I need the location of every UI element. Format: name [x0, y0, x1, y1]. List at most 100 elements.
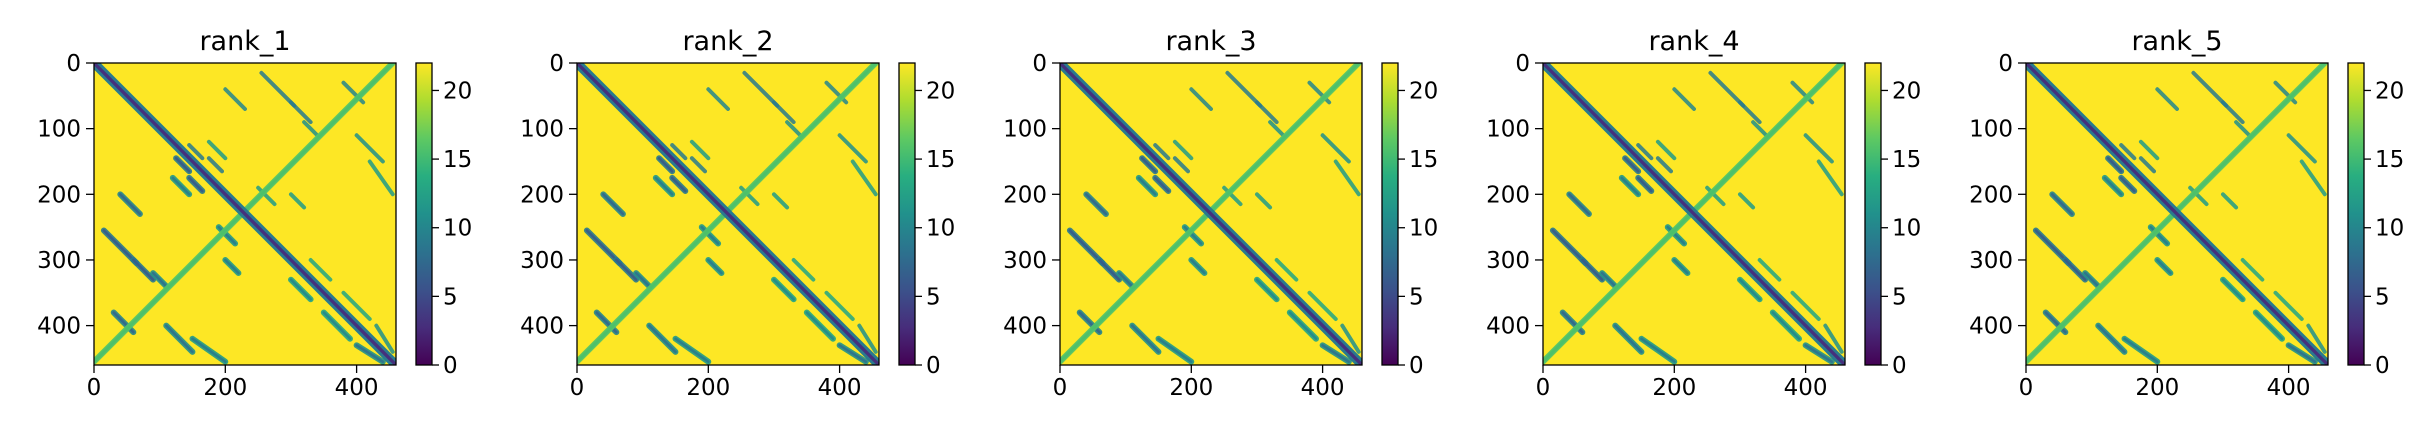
- contact-feature: [1581, 258, 1604, 281]
- y-tick-label: 300: [1003, 248, 1047, 274]
- y-tick-label: 200: [520, 182, 564, 208]
- contact-feature-mirror: [1189, 87, 1213, 111]
- diagonal-line: [94, 63, 396, 365]
- contact-feature-mirror: [2286, 133, 2317, 164]
- panel-title: rank_1: [199, 26, 290, 57]
- colorbar-tick-label: 0: [2375, 353, 2390, 379]
- y-tick-label: 400: [1969, 314, 2013, 340]
- y-tick-label: 400: [1003, 314, 1047, 340]
- contact-feature: [1157, 337, 1193, 364]
- contact-feature-mirror: [850, 159, 878, 197]
- x-tick-label: 0: [1536, 375, 1551, 401]
- heatmap-panel: rank_3 0 200 400 0 100 200 300 400 0 5 10 15 20: [1003, 26, 1438, 401]
- contact-feature: [1623, 156, 1640, 173]
- heatmap-image: [1060, 63, 1362, 365]
- contact-feature: [1804, 343, 1834, 364]
- contact-feature-mirror: [742, 70, 780, 108]
- x-tick-label: 0: [87, 375, 102, 401]
- contact-feature-mirror: [1705, 185, 1726, 207]
- contact-feature-mirror: [791, 257, 816, 282]
- contact-feature-mirror: [1751, 120, 1769, 138]
- contact-feature: [2287, 343, 2317, 364]
- y-tick-label: 300: [520, 248, 564, 274]
- contact-feature: [118, 192, 142, 216]
- contact-feature-mirror: [2220, 100, 2245, 125]
- contact-feature-mirror: [1274, 257, 1299, 282]
- contact-feature-mirror: [771, 192, 790, 210]
- contact-feature-mirror: [2138, 156, 2156, 174]
- x-tick-label: 400: [818, 375, 862, 401]
- contact-feature-mirror: [1222, 185, 1243, 207]
- x-tick-label: 0: [1053, 375, 1068, 401]
- contact-feature-mirror: [837, 133, 868, 164]
- y-tick-label: 0: [66, 51, 81, 77]
- contact-feature-mirror: [1333, 159, 1361, 197]
- contact-feature-mirror: [1757, 257, 1782, 282]
- contact-feature-mirror: [1340, 323, 1361, 354]
- colorbar: [1382, 63, 1398, 365]
- contact-feature-mirror: [1320, 133, 1351, 164]
- axes-frame: [576, 62, 880, 366]
- axes-frame: [1059, 62, 1363, 366]
- heatmap-image: [2026, 63, 2328, 365]
- contact-feature: [1153, 176, 1170, 193]
- contact-feature: [805, 311, 835, 341]
- contact-feature: [187, 176, 204, 193]
- axes-frame: [1542, 62, 1846, 366]
- colorbar-tick-label: 5: [1409, 284, 1424, 310]
- colorbar-tick-label: 0: [926, 353, 941, 379]
- y-tick-label: 200: [1003, 182, 1047, 208]
- colorbar-frame: [2347, 62, 2365, 366]
- y-tick-label: 100: [1003, 117, 1047, 143]
- y-tick-label: 0: [1998, 51, 2013, 77]
- x-tick-label: 400: [1784, 375, 1828, 401]
- contact-feature: [223, 258, 240, 275]
- y-tick-label: 400: [520, 314, 564, 340]
- x-tick-label: 200: [2135, 375, 2179, 401]
- y-tick-label: 400: [1486, 314, 1530, 340]
- contact-feature: [647, 324, 677, 354]
- panel-title: rank_5: [2131, 26, 2222, 57]
- colorbar-frame: [1864, 62, 1882, 366]
- contact-feature-mirror: [670, 143, 688, 161]
- contact-feature: [615, 258, 638, 281]
- contact-feature-mirror: [1153, 143, 1171, 161]
- contact-feature-mirror: [1816, 159, 1844, 197]
- contact-feature-mirror: [367, 159, 395, 197]
- contact-feature-mirror: [1672, 87, 1696, 111]
- contact-feature: [1140, 156, 1157, 173]
- contact-feature-mirror: [223, 87, 247, 111]
- contact-feature: [2149, 225, 2169, 245]
- colorbar-frame: [898, 62, 916, 366]
- contact-feature-mirror: [374, 323, 395, 354]
- x-tick-label: 200: [1169, 375, 1213, 401]
- colorbar-tick-label: 10: [1892, 216, 1921, 242]
- y-tick-label: 300: [1969, 248, 2013, 274]
- contact-feature: [2123, 337, 2159, 364]
- contact-feature-mirror: [2119, 143, 2137, 161]
- contact-feature-mirror: [1225, 70, 1263, 108]
- x-tick-label: 400: [1301, 375, 1345, 401]
- contact-feature: [1084, 192, 1108, 216]
- contact-feature-mirror: [739, 185, 760, 207]
- colorbar-tick-label: 5: [443, 284, 458, 310]
- contact-feature: [1672, 258, 1689, 275]
- contact-feature-mirror: [1268, 120, 1286, 138]
- heatmap-panel: rank_1 0 200 400 0 100 200 300 400 0 5 10 15 20: [37, 26, 472, 401]
- diagonal-line: [1543, 63, 1845, 365]
- y-tick-label: 400: [37, 314, 81, 340]
- panel-title: rank_2: [682, 26, 773, 57]
- contact-feature-mirror: [1307, 290, 1338, 322]
- x-tick-label: 200: [1652, 375, 1696, 401]
- contact-feature-mirror: [1790, 290, 1821, 322]
- contact-feature: [634, 271, 651, 288]
- y-tick-label: 0: [1032, 51, 1047, 77]
- contact-feature-mirror: [2273, 290, 2304, 322]
- contact-feature: [2103, 176, 2123, 196]
- colorbar-tick-label: 10: [926, 216, 955, 242]
- contact-feature: [171, 176, 191, 196]
- colorbar-tick-label: 5: [926, 284, 941, 310]
- x-tick-label: 0: [2019, 375, 2034, 401]
- panel-title: rank_4: [1648, 26, 1739, 57]
